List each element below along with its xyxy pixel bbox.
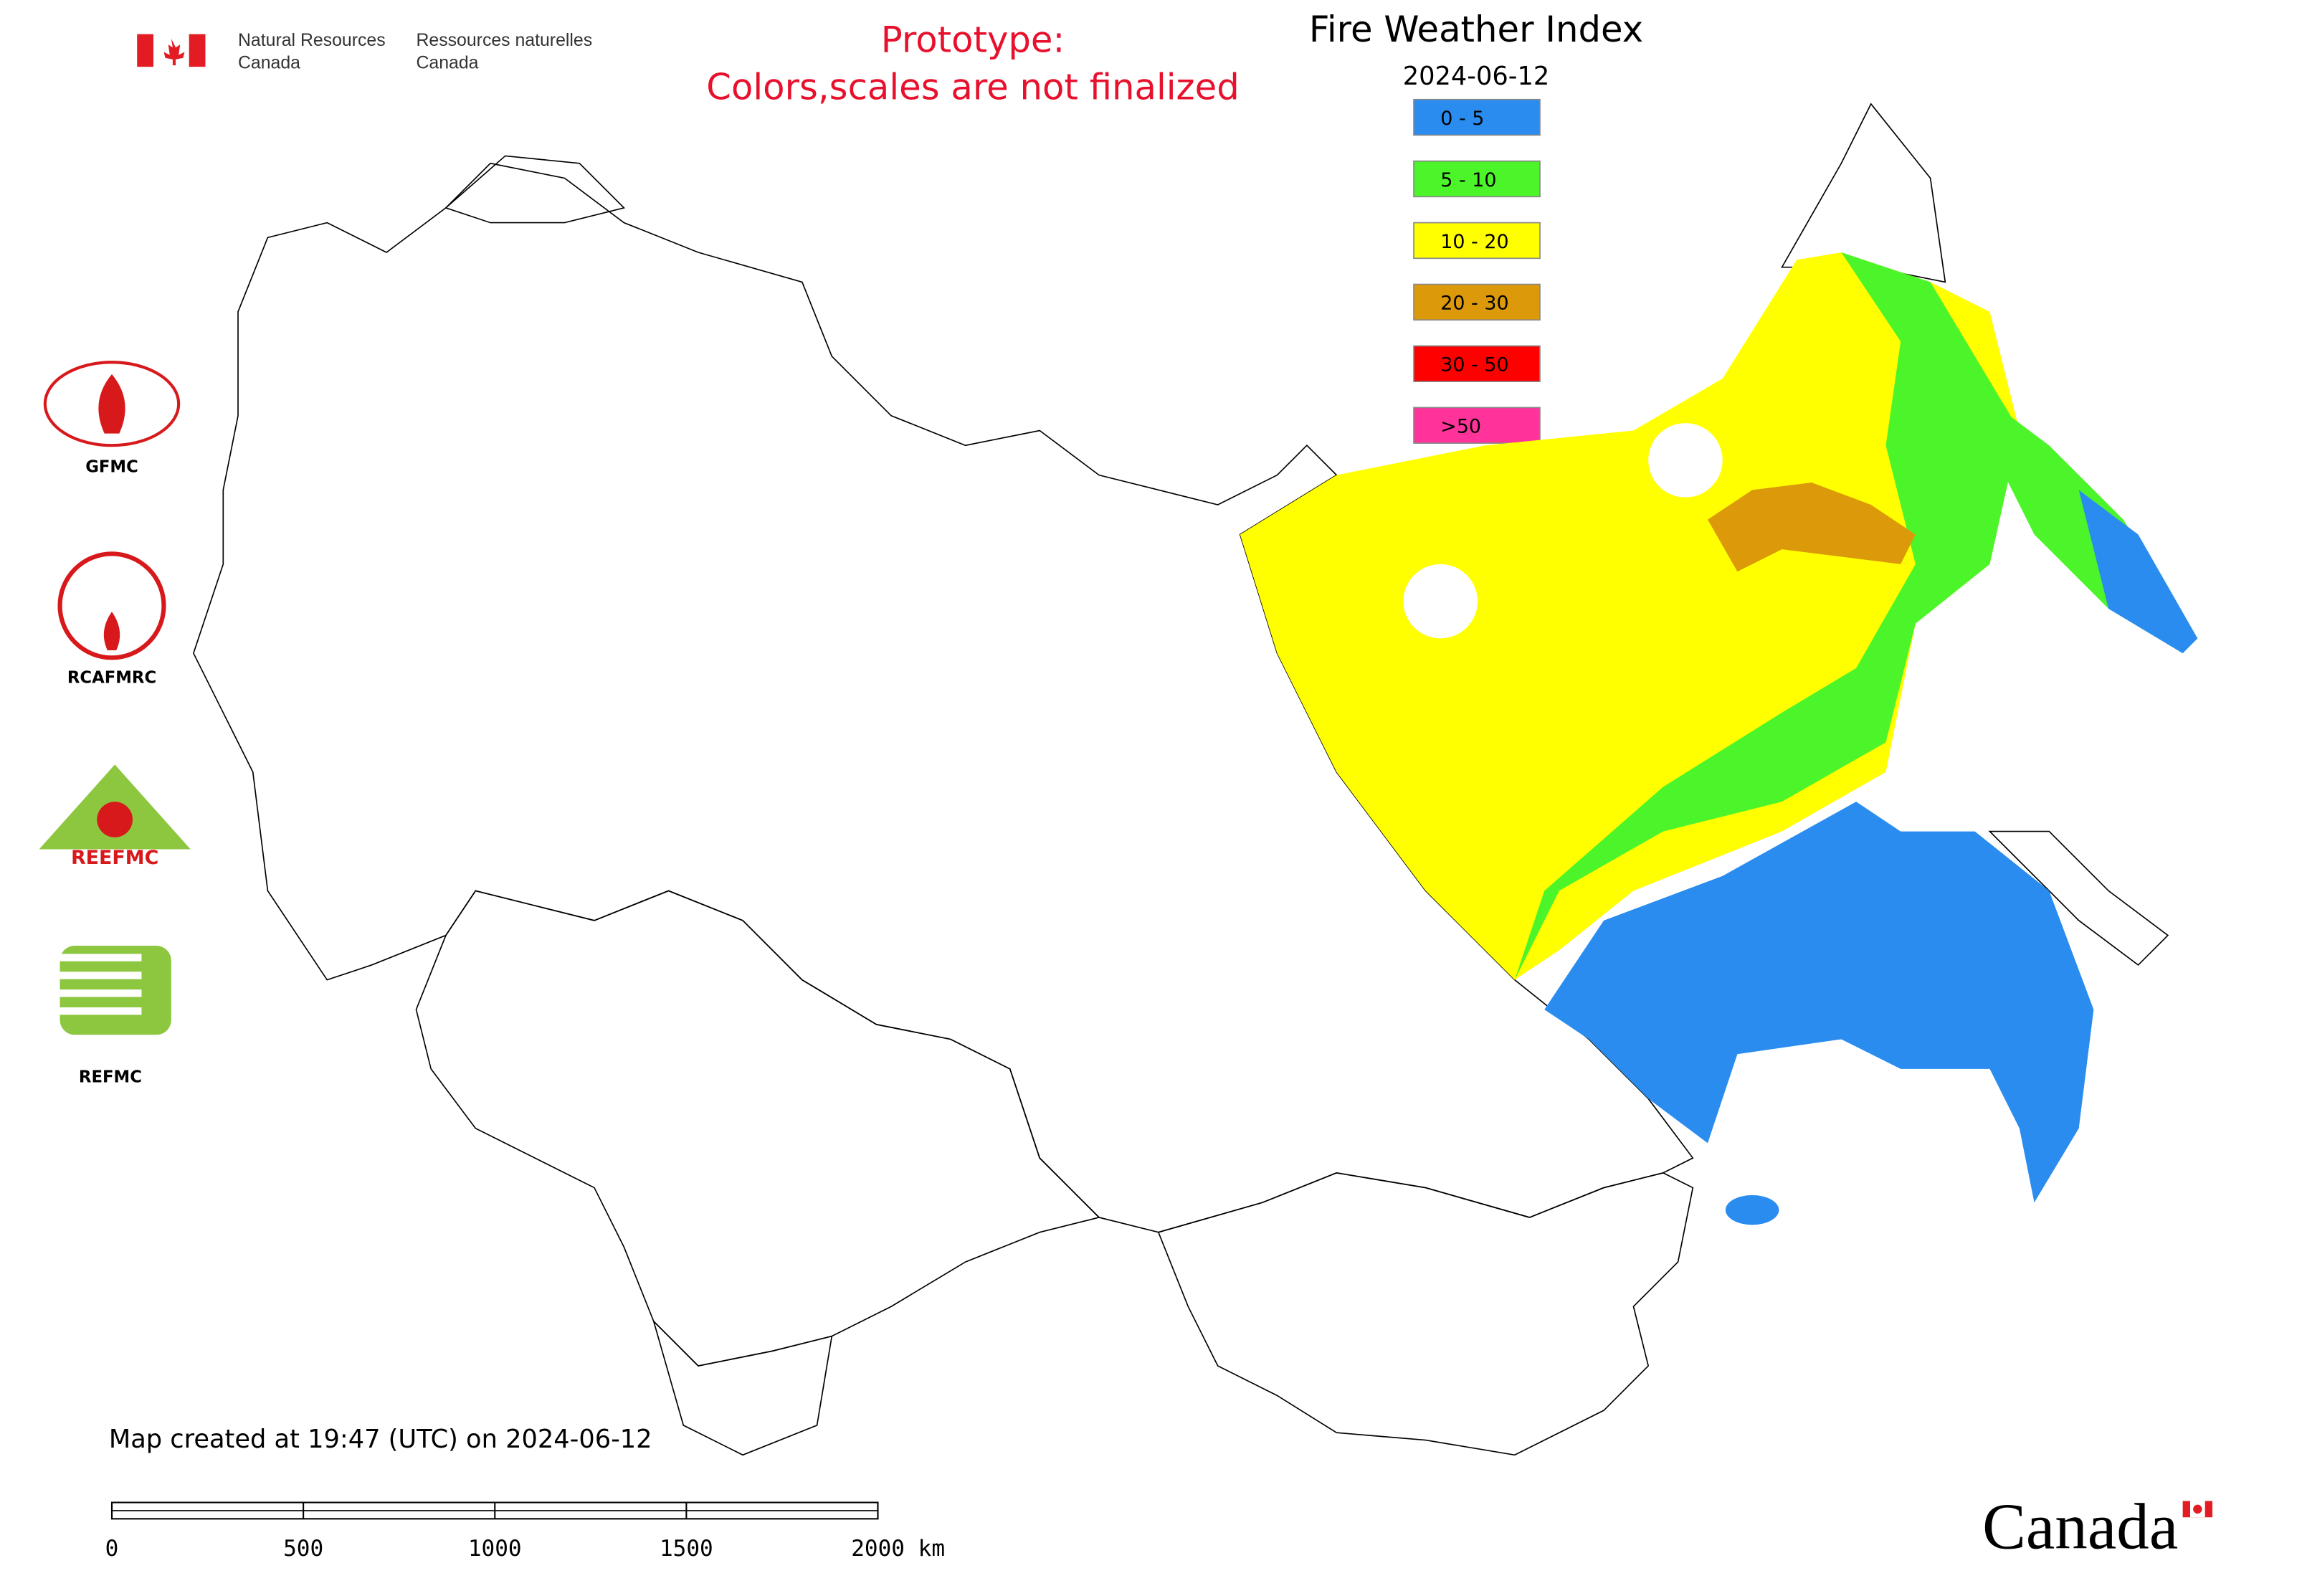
logo-reefmc: REEFMC xyxy=(39,764,191,869)
dept-en-1: Natural Resources xyxy=(238,31,386,50)
logo-refmc: REFMC xyxy=(60,946,171,1087)
logo-label: GFMC xyxy=(85,457,138,476)
legend-label: >50 xyxy=(1440,416,1481,438)
logo-label: REFMC xyxy=(79,1068,142,1087)
logo-label: RCAFMRC xyxy=(67,669,156,688)
notice-line-2: Colors,scales are not finalized xyxy=(706,67,1239,108)
legend-swatch xyxy=(1413,160,1541,198)
logo-label: REEFMC xyxy=(71,847,158,869)
scale-label: 500 xyxy=(283,1536,323,1562)
legend-label: 0 - 5 xyxy=(1440,108,1484,130)
logo-gfmc: GFMC xyxy=(43,361,181,476)
notice-line-1: Prototype: xyxy=(881,19,1065,60)
scale-label: 1500 xyxy=(660,1536,713,1562)
scale-bar: 0 500 1000 1500 2000 km xyxy=(105,1501,945,1562)
creation-note: Map created at 19:47 (UTC) on 2024-06-12 xyxy=(109,1425,652,1454)
map-date: 2024-06-12 xyxy=(1403,62,1550,91)
legend-swatch xyxy=(1413,98,1541,136)
legend-label: 10 - 20 xyxy=(1440,231,1508,253)
legend-swatch xyxy=(1413,222,1541,260)
scale-label: 1000 xyxy=(468,1536,522,1562)
legend-swatch xyxy=(1413,345,1541,382)
legend-label: 20 - 30 xyxy=(1440,293,1508,315)
legend-swatch xyxy=(1413,407,1541,444)
map-title: Fire Weather Index xyxy=(1309,9,1643,50)
logo-rcafmrc: RCAFMRC xyxy=(57,551,166,688)
wordmark: Canada xyxy=(1982,1491,2178,1563)
dept-fr-2: Canada xyxy=(417,53,479,72)
dept-fr-1: Ressources naturelles xyxy=(417,31,593,50)
scale-label: 0 xyxy=(105,1536,119,1562)
fwi-raster xyxy=(1240,252,2198,1225)
legend-label: 5 - 10 xyxy=(1440,169,1496,191)
legend-label: 30 - 50 xyxy=(1440,354,1508,376)
legend-swatch xyxy=(1413,283,1541,321)
dept-en-2: Canada xyxy=(238,53,300,72)
scale-label: 2000 km xyxy=(851,1536,945,1562)
canada-wordmark: Canada xyxy=(1982,1491,2213,1563)
gc-flag xyxy=(137,34,206,67)
